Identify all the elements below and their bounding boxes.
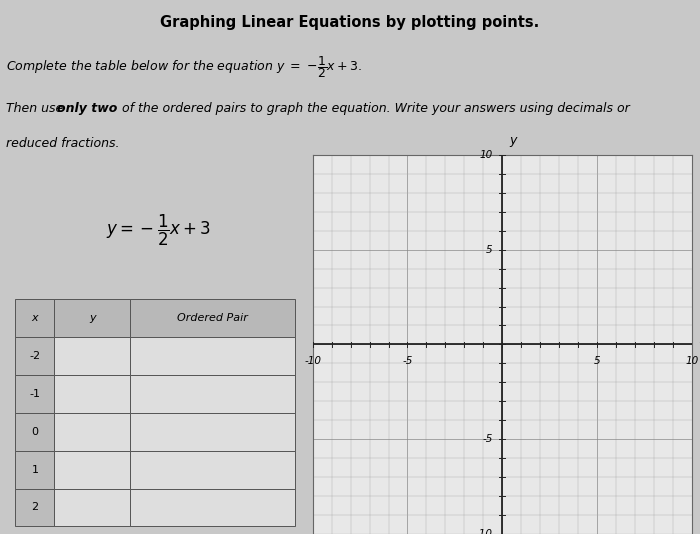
Text: 10: 10 <box>685 356 699 366</box>
Text: 5: 5 <box>486 245 493 255</box>
Bar <box>15 413 55 451</box>
Text: y: y <box>89 313 96 323</box>
Bar <box>15 337 55 375</box>
Text: 2: 2 <box>32 502 38 513</box>
Bar <box>130 413 295 451</box>
Text: $y = -\dfrac{1}{2}x + 3$: $y = -\dfrac{1}{2}x + 3$ <box>106 213 211 248</box>
Bar <box>55 375 130 413</box>
Text: Then use: Then use <box>6 103 67 115</box>
Text: x: x <box>32 313 38 323</box>
Text: -1: -1 <box>29 389 41 399</box>
Bar <box>130 451 295 489</box>
Text: -5: -5 <box>482 434 493 444</box>
Text: Ordered Pair: Ordered Pair <box>177 313 248 323</box>
Bar <box>130 299 295 337</box>
Text: -2: -2 <box>29 351 41 361</box>
Text: Graphing Linear Equations by plotting points.: Graphing Linear Equations by plotting po… <box>160 15 540 30</box>
Text: y: y <box>509 134 517 147</box>
Bar <box>130 375 295 413</box>
Text: -10: -10 <box>304 356 321 366</box>
Text: 0: 0 <box>32 427 38 437</box>
Text: Complete the table below for the equation $\mathit{y}$ $=$ $-\dfrac{1}{2}x+3.$: Complete the table below for the equatio… <box>6 54 362 80</box>
Text: reduced fractions.: reduced fractions. <box>6 137 120 151</box>
Bar <box>15 489 55 527</box>
Bar <box>15 299 55 337</box>
Bar <box>55 489 130 527</box>
Text: 5: 5 <box>594 356 601 366</box>
Text: of the ordered pairs to graph the equation. Write your answers using decimals or: of the ordered pairs to graph the equati… <box>118 103 630 115</box>
Bar <box>55 337 130 375</box>
Bar <box>15 451 55 489</box>
Bar <box>55 413 130 451</box>
Text: -10: -10 <box>476 529 493 534</box>
Text: only two: only two <box>57 103 118 115</box>
Bar <box>15 375 55 413</box>
Text: 1: 1 <box>32 465 38 475</box>
Text: -5: -5 <box>402 356 413 366</box>
Bar <box>55 299 130 337</box>
Bar <box>130 489 295 527</box>
Text: 10: 10 <box>480 150 493 160</box>
Bar <box>55 451 130 489</box>
Bar <box>130 337 295 375</box>
